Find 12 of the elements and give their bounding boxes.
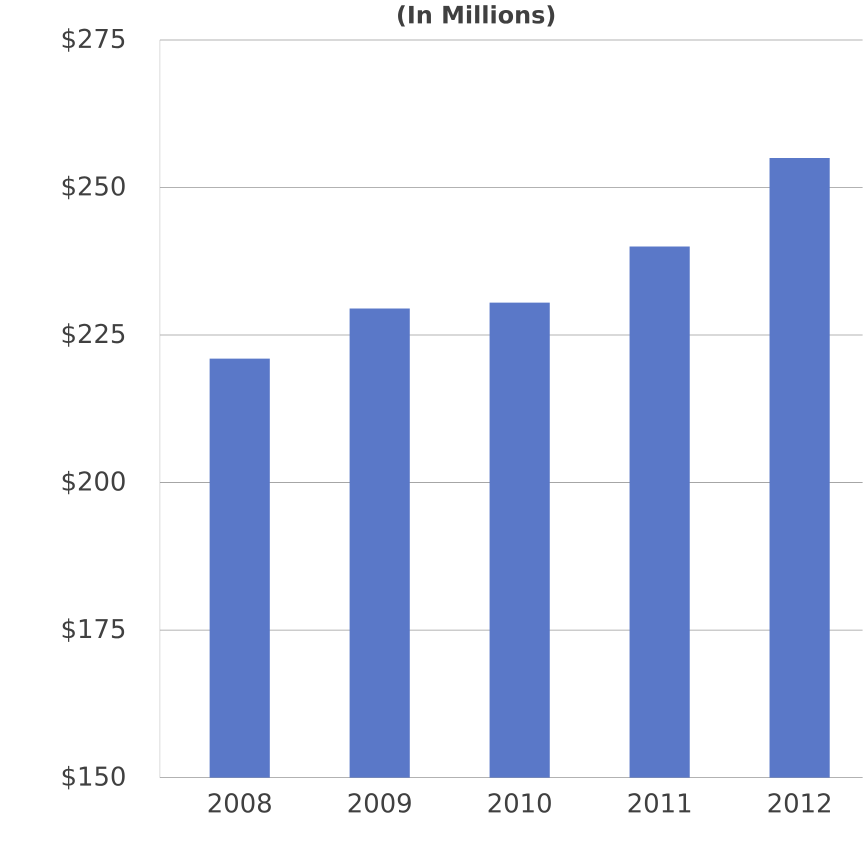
chart-title: (In Millions) xyxy=(398,5,554,27)
y-tick-label: $200 xyxy=(62,471,125,495)
y-tick-label: $250 xyxy=(62,176,125,200)
x-tick-label: 2010 xyxy=(488,793,551,813)
y-tick-label: $150 xyxy=(62,766,125,790)
x-tick-label: 2012 xyxy=(768,793,830,813)
x-tick-label: 2009 xyxy=(348,793,411,813)
y-tick-label: $175 xyxy=(62,618,124,642)
x-tick-label: 2008 xyxy=(208,793,271,813)
y-tick-label: $225 xyxy=(62,323,124,347)
y-tick-label: $275 xyxy=(62,28,124,52)
x-tick-label: 2011 xyxy=(628,793,690,813)
